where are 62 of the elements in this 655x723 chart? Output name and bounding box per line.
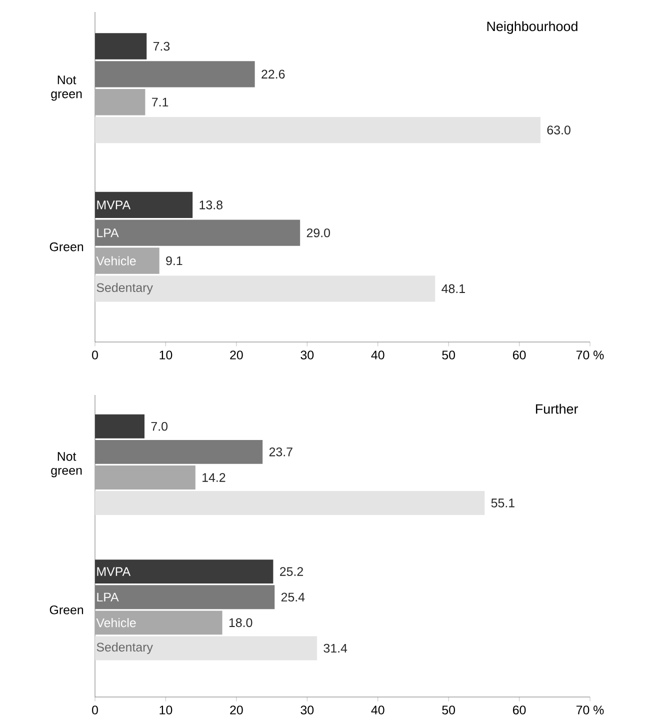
y-tick-label: Green bbox=[50, 605, 84, 614]
x-tick-label: 10 bbox=[160, 706, 172, 714]
bar bbox=[95, 465, 196, 490]
data-label: 29.0 bbox=[306, 228, 330, 238]
data-label: 9.1 bbox=[166, 256, 182, 266]
y-tick-label: Green bbox=[50, 242, 84, 252]
bar bbox=[95, 440, 263, 464]
data-label: 7.3 bbox=[153, 42, 170, 51]
data-label: 55.1 bbox=[491, 498, 514, 508]
data-label: 22.6 bbox=[262, 70, 285, 79]
bar bbox=[95, 560, 274, 584]
data-label: 63.0 bbox=[547, 126, 570, 134]
x-tick-label: 20 bbox=[230, 350, 243, 360]
bar bbox=[95, 89, 146, 116]
x-tick-label: 70 % bbox=[576, 706, 604, 714]
data-label: 48.1 bbox=[442, 284, 465, 294]
data-label: 31.4 bbox=[324, 644, 348, 653]
data-label: 25.4 bbox=[281, 592, 305, 602]
x-tick-label: 40 bbox=[371, 706, 384, 714]
series-label: Vehicle bbox=[96, 256, 136, 266]
bar bbox=[95, 220, 300, 246]
x-tick-label: 10 bbox=[160, 350, 172, 360]
bar bbox=[95, 116, 541, 144]
data-label: 25.2 bbox=[280, 567, 303, 576]
data-label: 7.0 bbox=[151, 422, 168, 431]
data-label: 18.0 bbox=[229, 618, 252, 628]
x-tick-label: 0 bbox=[92, 706, 98, 714]
bar bbox=[95, 491, 485, 516]
x-tick-label: 40 bbox=[371, 350, 384, 360]
x-tick-label: 70 % bbox=[576, 350, 604, 360]
series-label: Sedentary bbox=[96, 642, 153, 654]
x-tick-label: 0 bbox=[92, 350, 98, 360]
bar bbox=[95, 276, 436, 302]
series-label: LPA bbox=[97, 228, 119, 238]
bar bbox=[95, 248, 160, 274]
bar bbox=[95, 61, 255, 88]
y-tick-label: Not green bbox=[51, 76, 82, 101]
series-label: LPA bbox=[97, 592, 119, 602]
text: Neighbourhood bbox=[487, 21, 578, 34]
bar bbox=[95, 414, 144, 438]
bar bbox=[95, 192, 193, 218]
x-tick-label: 20 bbox=[230, 706, 243, 714]
data-label: 7.1 bbox=[152, 98, 168, 106]
text: Further bbox=[536, 404, 578, 414]
x-tick-label: 60 bbox=[512, 706, 526, 714]
bar bbox=[95, 33, 147, 60]
x-tick-label: 30 bbox=[300, 706, 314, 714]
x-tick-label: 30 bbox=[300, 350, 314, 360]
y-tick-label: Not green bbox=[51, 452, 82, 478]
x-tick-label: 60 bbox=[512, 350, 526, 360]
data-label: 23.7 bbox=[269, 448, 292, 456]
series-label: Sedentary bbox=[96, 282, 153, 294]
data-label: 14.2 bbox=[202, 473, 226, 482]
series-label: MVPA bbox=[97, 200, 131, 210]
series-label: MVPA bbox=[97, 567, 131, 576]
x-tick-label: 50 bbox=[442, 706, 456, 714]
bar bbox=[95, 585, 275, 610]
data-label: 13.8 bbox=[200, 200, 222, 210]
x-tick-label: 50 bbox=[442, 350, 456, 360]
bar bbox=[95, 636, 318, 660]
series-label: Vehicle bbox=[96, 618, 136, 628]
bar bbox=[95, 610, 222, 635]
